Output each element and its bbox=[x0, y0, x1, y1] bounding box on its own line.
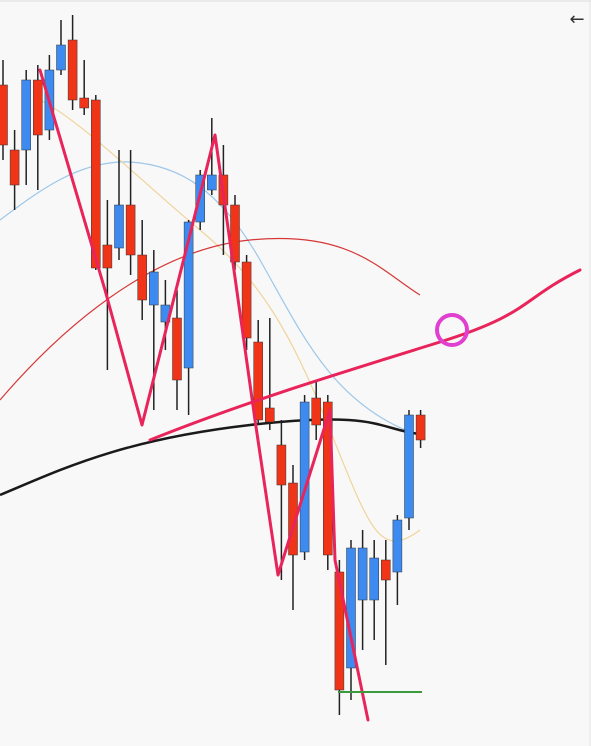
candle-body bbox=[56, 44, 66, 71]
candle-body bbox=[91, 99, 101, 269]
candle-body bbox=[114, 204, 124, 249]
ma-orange bbox=[39, 99, 421, 542]
hand-drawn-trendline bbox=[148, 268, 582, 442]
candle-body bbox=[9, 149, 20, 186]
candle-body bbox=[404, 414, 414, 519]
candle-body bbox=[369, 557, 379, 601]
candle-body bbox=[33, 79, 43, 136]
candle-body bbox=[79, 97, 89, 109]
candle-body bbox=[346, 547, 356, 669]
candle-body bbox=[149, 271, 159, 306]
ma-red bbox=[0, 237, 421, 401]
candle-body bbox=[0, 84, 8, 146]
candle-body bbox=[102, 244, 113, 269]
candle-body bbox=[276, 444, 287, 486]
candle-body bbox=[265, 407, 275, 423]
candle-body bbox=[253, 341, 263, 421]
annotations bbox=[38, 68, 582, 722]
candle-body bbox=[415, 414, 426, 441]
ma-blue bbox=[0, 161, 411, 433]
ma-black bbox=[0, 418, 421, 497]
back-button[interactable]: ← bbox=[569, 9, 584, 30]
candle-body bbox=[381, 559, 391, 581]
moving-averages bbox=[0, 99, 421, 542]
cursor-highlight bbox=[435, 313, 469, 347]
candle-body bbox=[21, 79, 31, 151]
candle-body bbox=[241, 261, 252, 339]
candle-body bbox=[357, 547, 368, 601]
candle-body bbox=[183, 221, 194, 369]
candle-body bbox=[230, 204, 240, 263]
candle-body bbox=[67, 39, 78, 101]
candle-body bbox=[288, 482, 298, 556]
candle-body bbox=[207, 174, 217, 191]
candle-body bbox=[392, 519, 403, 573]
candle-body bbox=[311, 397, 321, 426]
candle-body bbox=[334, 571, 345, 691]
candle-body bbox=[137, 254, 147, 301]
hand-drawn-zigzag bbox=[38, 68, 370, 722]
candle-body bbox=[172, 317, 182, 381]
candle-body bbox=[125, 204, 136, 256]
